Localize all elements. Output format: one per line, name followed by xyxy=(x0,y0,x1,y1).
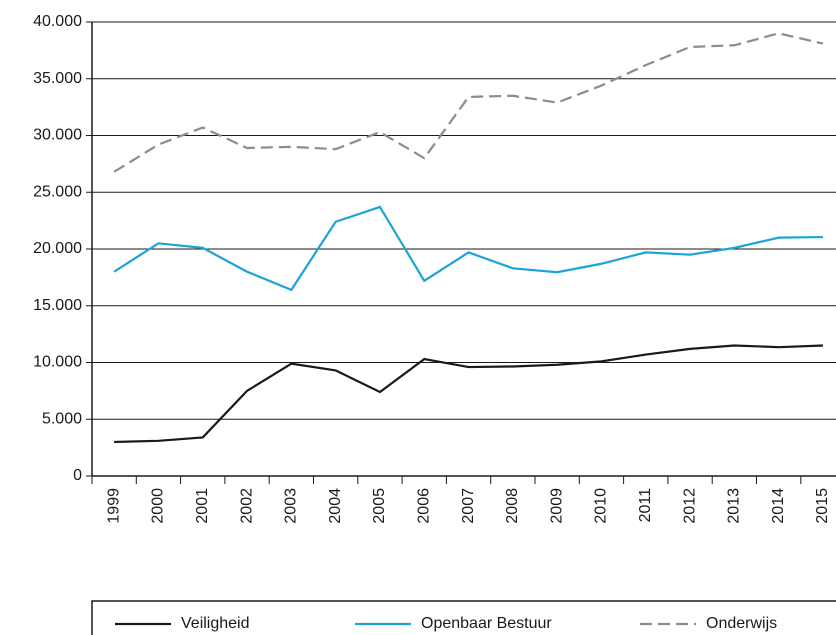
x-tick-label: 2002 xyxy=(238,488,255,524)
series-line xyxy=(114,344,823,444)
x-tick-label: 2009 xyxy=(548,488,565,524)
x-tick-label: 2005 xyxy=(371,488,388,524)
legend-label: Openbaar Bestuur xyxy=(421,615,552,632)
y-tick-label: 10.000 xyxy=(33,354,82,371)
x-tick-label: 1999 xyxy=(105,488,122,524)
x-tick-label: 2011 xyxy=(637,488,654,523)
y-tick-label: 25.000 xyxy=(33,183,82,200)
legend-box xyxy=(91,600,836,635)
x-tick-label: 2000 xyxy=(150,488,167,524)
x-tick-label: 2003 xyxy=(283,488,300,524)
x-tick-label: 2008 xyxy=(504,488,521,524)
x-tick-label: 2014 xyxy=(770,488,787,524)
y-tick-label: 5.000 xyxy=(42,410,82,427)
x-tick-label: 2007 xyxy=(460,488,477,524)
x-tick-label: 2013 xyxy=(726,488,743,524)
y-tick-label: 20.000 xyxy=(33,240,82,257)
y-tick-label: 15.000 xyxy=(33,297,82,314)
legend-label: Veiligheid xyxy=(181,615,250,632)
legend-label: Onderwijs xyxy=(706,615,777,632)
x-tick-label: 2010 xyxy=(593,488,610,524)
y-tick-label: 30.000 xyxy=(33,127,82,144)
series-line xyxy=(113,32,824,173)
y-tick-label: 40.000 xyxy=(33,13,82,30)
x-tick-label: 2015 xyxy=(814,488,831,524)
series-line xyxy=(113,205,823,292)
x-tick-label: 2004 xyxy=(327,488,344,524)
x-tick-label: 2006 xyxy=(415,488,432,524)
x-tick-label: 2012 xyxy=(681,488,698,524)
y-tick-label: 0 xyxy=(73,467,82,484)
y-tick-label: 35.000 xyxy=(33,70,82,87)
x-tick-label: 2001 xyxy=(194,488,211,524)
